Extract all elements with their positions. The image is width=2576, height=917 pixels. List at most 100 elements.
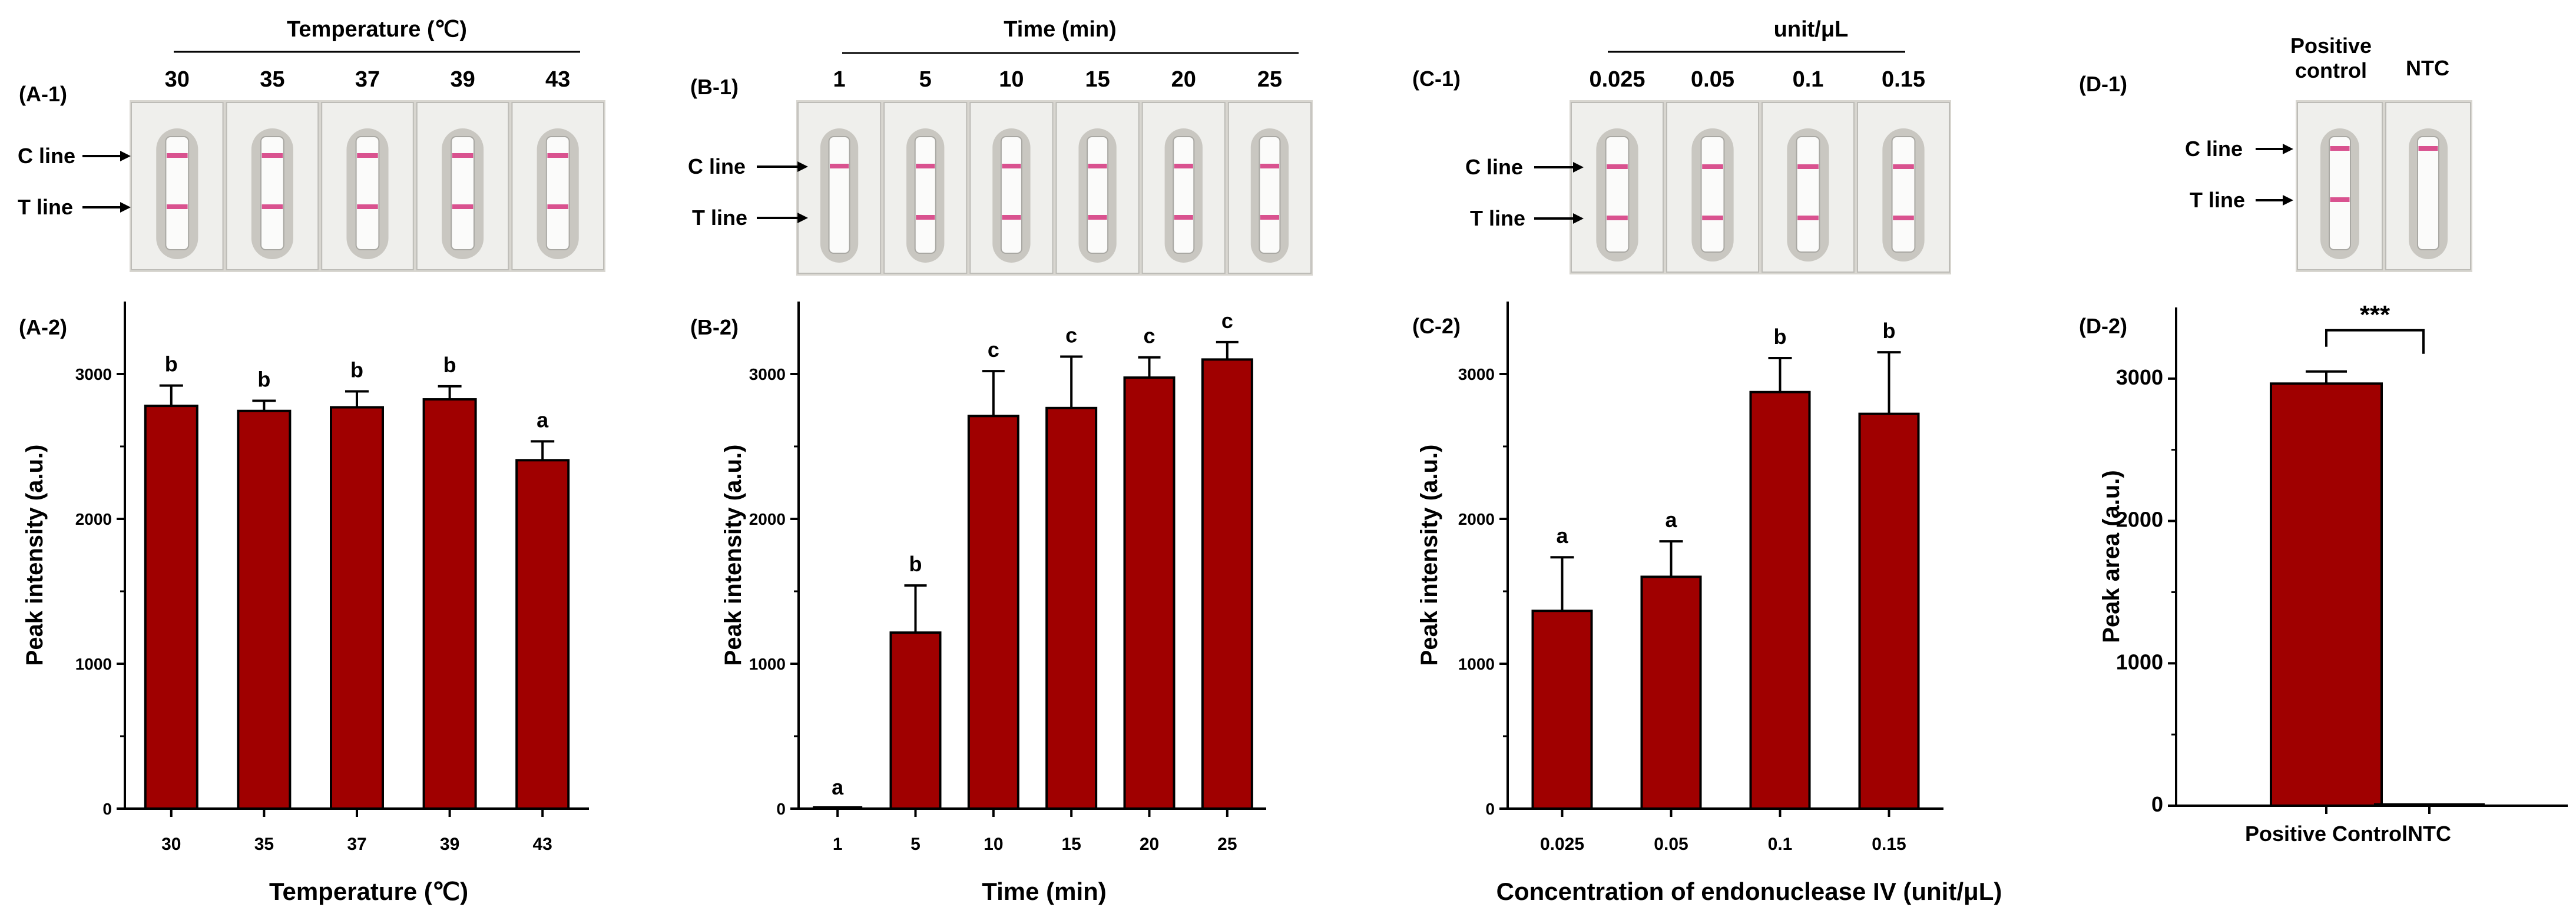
significance-letter: b <box>443 353 456 377</box>
strip-membrane <box>1605 136 1630 253</box>
significance-letter: b <box>1774 325 1787 349</box>
x-tick-label: 0.05 <box>1654 835 1688 854</box>
bar <box>1749 390 1811 810</box>
panel-d-strip-photo <box>2296 100 2472 272</box>
control-line <box>1702 164 1723 169</box>
strip-label: 0.1 <box>1793 67 1824 92</box>
x-tick-label: 1 <box>833 835 843 854</box>
y-tick-label: 0 <box>1485 800 1495 818</box>
strip-membrane <box>1259 136 1281 254</box>
strip-membrane <box>545 136 570 250</box>
strip-label: 1 <box>833 67 846 92</box>
panel-d-t-arrowhead <box>2283 195 2293 206</box>
panel-d-col1-line1: Positive <box>2290 34 2372 58</box>
y-axis-label: Peak area (a.u.) <box>2098 470 2124 643</box>
control-line <box>1260 164 1279 168</box>
bar <box>422 398 477 810</box>
x-tick-label: 15 <box>1061 835 1081 854</box>
bar <box>1045 406 1098 810</box>
control-line <box>547 153 568 158</box>
chart-d2: 0 1000 2000 3000 Peak area (a.u.) Positive Co… <box>2098 300 2568 846</box>
x-tick-label: 37 <box>347 835 366 854</box>
panel-a-group-title: Temperature (℃) <box>287 17 467 42</box>
strip-label: 0.15 <box>1882 67 1925 92</box>
control-line <box>1002 164 1021 168</box>
control-line <box>1893 164 1914 169</box>
bar <box>144 405 198 810</box>
y-tick-label: 2000 <box>2116 508 2163 532</box>
strip-label: 39 <box>450 67 475 92</box>
significance-letter: c <box>1143 324 1155 348</box>
x-tick-label: 0.1 <box>1768 835 1793 854</box>
panel-d2-tag: (D-2) <box>2079 314 2127 338</box>
x-axis-label: Temperature (℃) <box>269 878 468 905</box>
panel-c-strip-photo: 0.025 0.05 0.1 0.15 <box>1570 67 1951 274</box>
panel-b-strip-photo: 1 5 10 15 20 25 <box>796 67 1313 276</box>
panel-b2-tag: (B-2) <box>690 315 739 339</box>
strip-membrane <box>1087 136 1109 254</box>
strip-membrane <box>914 136 936 254</box>
control-line <box>1797 164 1819 169</box>
y-tick-label: 0 <box>102 800 112 818</box>
y-tick-label: 1000 <box>1458 655 1495 673</box>
bar <box>237 409 292 810</box>
strip-label: 15 <box>1085 67 1110 92</box>
control-line <box>167 153 188 158</box>
panel-a-t-line-label: T line <box>18 195 73 219</box>
control-line <box>452 153 474 158</box>
x-tick-label: 20 <box>1140 835 1159 854</box>
panel-a1-tag: (A-1) <box>19 82 67 106</box>
panel-c-group-title: unit/μL <box>1774 17 1849 42</box>
bar <box>1201 358 1253 810</box>
panel-c-t-line-label: T line <box>1470 206 1525 230</box>
strip-membrane <box>165 136 190 250</box>
y-axis-label: Peak intensity (a.u.) <box>22 445 48 666</box>
panel-c1-tag: (C-1) <box>1412 67 1461 91</box>
strip-membrane <box>451 136 475 250</box>
y-axis-label: Peak intensity (a.u.) <box>1416 445 1442 666</box>
x-tick-label: 35 <box>254 835 274 854</box>
significance-letter: a <box>1665 508 1677 532</box>
test-line <box>261 204 283 209</box>
bar <box>515 459 570 810</box>
strip-membrane <box>2329 136 2351 250</box>
y-tick-label: 1000 <box>2116 650 2163 674</box>
test-line <box>1260 215 1279 220</box>
panel-a-strip-photo: 30 35 37 39 43 <box>130 67 605 272</box>
strip-membrane <box>2417 136 2439 250</box>
bar <box>889 631 942 810</box>
panel-b1-tag: (B-1) <box>690 75 739 99</box>
test-line <box>2330 197 2350 202</box>
control-line <box>1088 164 1107 168</box>
y-tick-label: 3000 <box>2116 365 2163 389</box>
significance-letter: b <box>909 552 922 576</box>
bar <box>1531 610 1593 810</box>
test-line <box>452 204 474 209</box>
y-axis-label: Peak intensity (a.u.) <box>720 445 746 666</box>
panel-d-photo-section: (D-1) Positive control NTC C line T line <box>2079 34 2472 272</box>
control-line <box>1607 164 1628 169</box>
test-line <box>167 204 188 209</box>
panel-b-c-line-label: C line <box>688 154 746 178</box>
x-tick-label: Positive Control <box>2245 822 2408 846</box>
panel-b-group-title: Time (min) <box>1004 17 1116 42</box>
x-tick-label: 10 <box>984 835 1003 854</box>
y-tick-label: 3000 <box>75 365 112 383</box>
x-tick-label: 5 <box>910 835 921 854</box>
bar <box>2270 382 2383 807</box>
x-tick-label: 39 <box>440 835 459 854</box>
strip-membrane <box>1891 136 1916 253</box>
strip-label: 0.025 <box>1589 67 1645 92</box>
strip-label: 30 <box>165 67 190 92</box>
test-line <box>1002 215 1021 220</box>
strip-membrane <box>1173 136 1195 254</box>
bar <box>330 406 384 810</box>
strip-membrane <box>1000 136 1022 254</box>
panel-c-c-arrowhead <box>1573 162 1584 173</box>
significance-letter: c <box>1065 323 1077 347</box>
strip-label: 35 <box>260 67 284 92</box>
panel-d-t-line-label: T line <box>2190 188 2245 212</box>
panel-c2-tag: (C-2) <box>1412 314 1461 338</box>
panel-c-c-line-label: C line <box>1465 155 1523 179</box>
